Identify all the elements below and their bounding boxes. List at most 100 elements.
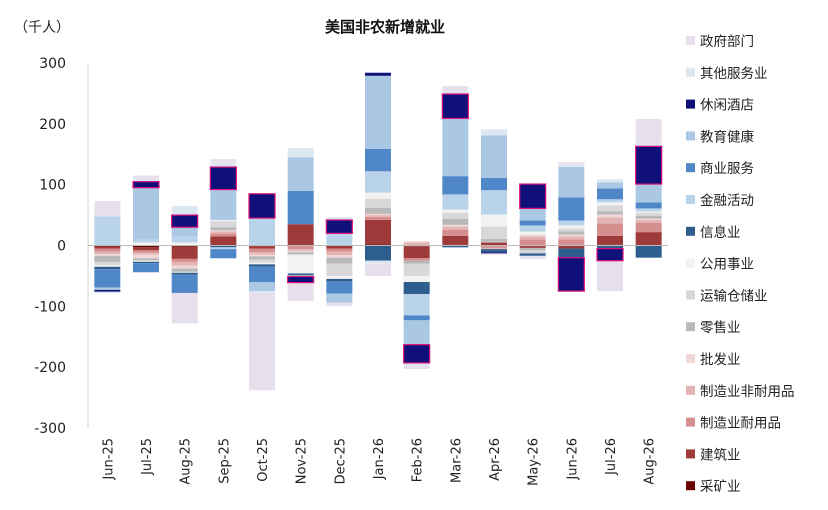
bar-segment <box>597 235 623 245</box>
x-tick-label: Nov-25 <box>295 438 310 484</box>
bar-segment <box>635 143 662 147</box>
bar-segment <box>403 362 430 366</box>
bar-segment <box>210 233 237 237</box>
bar-segment <box>481 241 507 243</box>
bar-segment <box>287 276 314 283</box>
bar-segment <box>558 220 585 226</box>
bar-segment <box>558 228 585 232</box>
bar-segment <box>597 179 623 183</box>
bar-segment <box>133 263 159 273</box>
bar-segment <box>481 135 507 178</box>
y-tick-label: -300 <box>34 421 66 437</box>
bar-segment <box>171 215 198 228</box>
bar-segment <box>133 258 159 261</box>
bar-segment <box>365 215 391 217</box>
bar-segment <box>365 244 391 246</box>
bar-segment <box>210 221 237 228</box>
bar-segment <box>635 202 662 209</box>
bar-segment <box>635 215 662 219</box>
bar-segment <box>171 271 198 273</box>
bar-segment <box>519 220 546 226</box>
bar-segment <box>133 175 159 179</box>
legend-label: 建筑业 <box>700 447 741 463</box>
bar-segment <box>133 245 159 248</box>
bar-segment <box>171 258 198 262</box>
bar-segment <box>365 213 391 216</box>
bar-segment <box>597 205 623 212</box>
bar-segment <box>365 263 391 276</box>
bar-segment <box>597 245 623 249</box>
bar-segment <box>365 260 391 264</box>
bar-segment <box>249 266 275 282</box>
bar-segment <box>519 231 546 235</box>
bar-segment <box>171 272 198 275</box>
legend-label: 采矿业 <box>700 479 741 495</box>
bar-segment <box>481 226 507 239</box>
bar-segment <box>597 223 623 236</box>
x-tick-label: Mar-26 <box>449 438 464 483</box>
bar-segment <box>133 254 159 259</box>
bar-segment <box>519 234 546 237</box>
bar-segment <box>249 246 275 249</box>
bar-segment <box>365 198 391 208</box>
legend-label: 商业服务 <box>700 161 754 177</box>
bar-segment <box>326 216 353 220</box>
bar-segment <box>597 188 623 200</box>
bar-segment <box>94 289 121 292</box>
legend-swatch <box>686 67 695 77</box>
bar-segment <box>403 246 430 259</box>
bar-segment <box>326 275 353 279</box>
bar-segment <box>519 236 546 240</box>
bar-segment <box>249 259 275 263</box>
bar-highlight-outline <box>171 214 199 228</box>
bar-segment <box>403 242 430 246</box>
bar-segment <box>210 227 237 231</box>
bar-segment <box>519 208 546 221</box>
bar-segment <box>287 255 314 274</box>
y-tick-label: -100 <box>34 299 66 315</box>
bar-segment <box>287 190 314 225</box>
bar-segment <box>133 187 159 240</box>
bar-segment <box>635 218 662 220</box>
bar-segment <box>133 178 159 182</box>
bar-segment <box>94 269 121 288</box>
bar-segment <box>635 208 662 212</box>
bar-segment <box>519 225 546 232</box>
bar-segment <box>133 181 159 188</box>
bar-highlight-outline <box>596 247 624 262</box>
bar-segment <box>442 245 469 248</box>
bar-segment <box>326 245 353 249</box>
legend-swatch <box>686 226 695 236</box>
x-tick-label: Aug-26 <box>643 438 658 485</box>
bar-segment <box>558 239 585 246</box>
bar-segment <box>365 245 391 261</box>
bar-segment <box>287 254 314 256</box>
bar-segment <box>171 227 198 237</box>
bar-segment <box>133 261 159 264</box>
bar-segment <box>403 241 430 243</box>
bar-segment <box>635 184 662 203</box>
bar-segment <box>249 292 275 391</box>
bar-segment <box>249 254 275 257</box>
bar-segment <box>365 216 391 220</box>
bar-segment <box>249 256 275 260</box>
bar-highlight-outline <box>287 275 315 284</box>
bar-segment <box>481 252 507 254</box>
bar-segment <box>519 255 546 258</box>
bar-segment <box>287 282 314 301</box>
bar-segment <box>403 282 430 295</box>
bar-segment <box>635 212 662 216</box>
x-tick-label: Jul-25 <box>140 438 155 476</box>
bar-segment <box>287 157 314 191</box>
bar-segment <box>326 219 353 234</box>
legend-swatch <box>686 163 695 173</box>
bar-segment <box>133 260 159 262</box>
bar-segment <box>287 246 314 250</box>
legend: 政府部门其他服务业休闲酒店教育健康商业服务金融活动信息业公用事业运输仓储业零售业… <box>686 34 795 495</box>
bar-segment <box>519 246 546 248</box>
bar-segment <box>326 255 353 258</box>
bar-segment <box>481 129 507 136</box>
legend-label: 政府部门 <box>700 34 754 50</box>
bar-segment <box>442 218 469 225</box>
bar-segment <box>326 263 353 276</box>
